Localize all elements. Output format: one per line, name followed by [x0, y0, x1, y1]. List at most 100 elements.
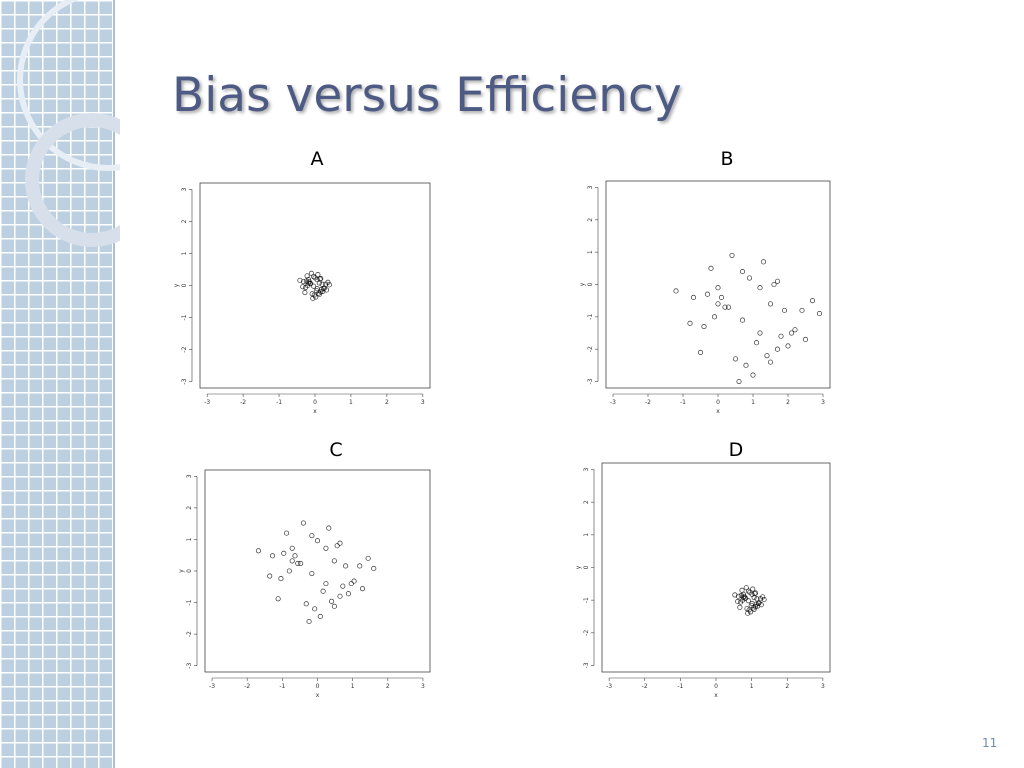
point [357, 563, 363, 569]
y-tick-label: 3 [587, 185, 594, 189]
point [300, 284, 306, 290]
y-axis-label: y [579, 282, 586, 286]
y-tick-label: -3 [583, 662, 590, 668]
point [802, 336, 809, 343]
point [739, 317, 746, 323]
point [690, 294, 697, 300]
x-tick-label: -2 [240, 399, 246, 406]
x-tick-label: -1 [680, 399, 686, 406]
plot-title: D [729, 439, 744, 461]
point [767, 301, 774, 307]
point [755, 600, 761, 606]
y-tick-label: -1 [181, 314, 188, 320]
point [300, 520, 306, 526]
x-tick-label: 1 [349, 399, 353, 406]
point [317, 613, 323, 620]
point [303, 601, 309, 607]
x-tick-label: 2 [786, 399, 790, 406]
x-tick-label: -1 [276, 399, 282, 406]
x-tick-label: 2 [385, 399, 389, 406]
point [300, 279, 307, 285]
page-number: 11 [982, 736, 998, 750]
y-tick-label: 3 [186, 474, 193, 478]
point [292, 553, 298, 559]
y-axis-label: y [173, 283, 180, 287]
point [255, 548, 261, 554]
point [757, 330, 763, 336]
point [297, 277, 303, 283]
x-tick-label: -2 [645, 399, 651, 406]
point [365, 555, 371, 561]
point [701, 323, 707, 330]
y-axis-label: y [178, 569, 185, 573]
x-tick-label: -2 [244, 683, 250, 690]
decor-circle [25, 113, 120, 247]
y-tick-label: -1 [587, 314, 594, 320]
point [799, 307, 805, 313]
point [326, 282, 332, 288]
point [711, 314, 718, 320]
point [311, 283, 317, 289]
point [351, 578, 357, 584]
point [673, 288, 679, 294]
point [750, 586, 756, 592]
x-tick-label: -2 [642, 683, 648, 690]
point [704, 291, 711, 297]
point [729, 252, 735, 258]
x-tick-label: -1 [279, 683, 285, 690]
point [359, 586, 366, 592]
point [326, 525, 332, 531]
point [785, 343, 791, 349]
point [774, 346, 781, 352]
point [308, 270, 314, 276]
x-axis-label: x [316, 692, 320, 699]
y-tick-label: -2 [181, 346, 188, 352]
point [329, 598, 335, 604]
point [758, 602, 764, 608]
point [331, 603, 337, 609]
y-tick-label: -2 [587, 346, 594, 352]
y-tick-label: 1 [587, 250, 594, 254]
x-tick-label: -3 [610, 399, 616, 406]
point [310, 295, 316, 301]
x-tick-label: 3 [421, 683, 425, 690]
point [760, 259, 767, 265]
scatter-plot: B -3 -2 -1 0 1 2 3 -3 -2 -1 0 1 2 3 x y [579, 148, 831, 415]
y-tick-label: 0 [587, 282, 594, 286]
point [715, 285, 721, 291]
point [311, 292, 317, 298]
point [778, 333, 784, 339]
point [708, 265, 714, 271]
point [284, 530, 290, 536]
point [753, 601, 759, 607]
point [298, 560, 304, 566]
point [314, 538, 321, 544]
point [337, 593, 343, 599]
point [752, 604, 759, 610]
point [752, 590, 759, 596]
x-tick-label: 3 [421, 399, 425, 406]
point [309, 533, 315, 539]
y-tick-label: 0 [186, 569, 193, 573]
point [687, 320, 693, 326]
point [715, 301, 721, 307]
x-tick-label: 0 [316, 683, 320, 690]
point [732, 592, 738, 598]
y-tick-label: 3 [583, 467, 590, 471]
x-tick-label: -3 [204, 399, 210, 406]
point [319, 281, 325, 287]
x-tick-label: -3 [606, 683, 612, 690]
point [745, 610, 751, 616]
point [325, 279, 331, 285]
point [289, 558, 295, 564]
plot-title: A [311, 148, 324, 170]
point [816, 311, 823, 317]
point [746, 607, 752, 613]
x-tick-label: 0 [313, 399, 317, 406]
point [752, 591, 758, 597]
x-axis-label: x [716, 408, 720, 415]
point [788, 330, 795, 336]
point [275, 596, 281, 602]
point [735, 593, 741, 599]
